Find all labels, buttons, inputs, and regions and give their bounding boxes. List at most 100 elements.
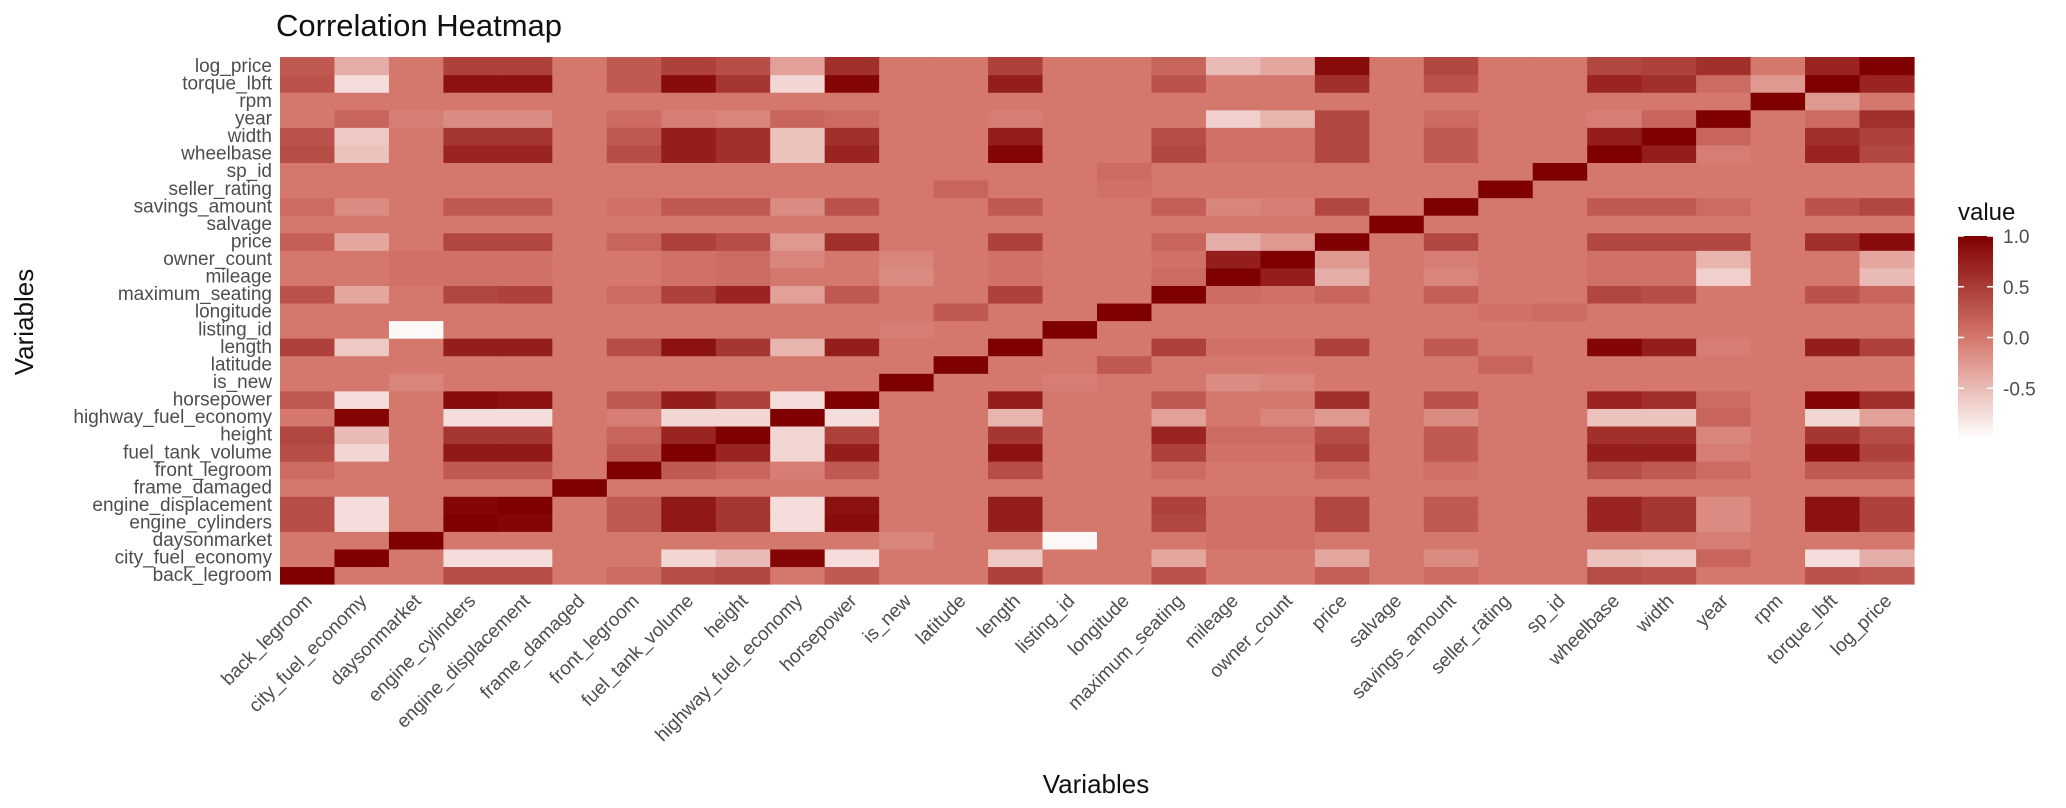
heatmap-cell-back_legroom-length xyxy=(988,566,1044,585)
heatmap-cell-savings_amount-daysonmarket xyxy=(388,197,444,216)
heatmap-cell-year-engine_cylinders xyxy=(443,109,499,128)
heatmap-cell-daysonmarket-torque_lbft xyxy=(1805,531,1861,550)
heatmap-cell-height-mileage xyxy=(1205,425,1261,445)
x-tick-label-height: height xyxy=(701,590,753,642)
heatmap-cell-log_price-fuel_tank_volume xyxy=(661,57,717,76)
heatmap-cell-city_fuel_economy-mileage xyxy=(1205,548,1261,568)
heatmap-cell-is_new-daysonmarket xyxy=(388,373,444,392)
heatmap-cell-engine_displacement-width xyxy=(1641,496,1697,515)
heatmap-cell-height-torque_lbft xyxy=(1805,425,1861,445)
heatmap-cell-horsepower-owner_count xyxy=(1260,390,1316,409)
heatmap-cell-engine_cylinders-log_price xyxy=(1859,513,1915,532)
heatmap-cell-wheelbase-longitude xyxy=(1097,144,1153,163)
heatmap-cell-is_new-rpm xyxy=(1750,373,1806,392)
heatmap-cell-sp_id-front_legroom xyxy=(606,162,662,181)
heatmap-cell-frame_damaged-back_legroom xyxy=(280,478,336,497)
heatmap-cell-torque_lbft-mileage xyxy=(1205,74,1261,93)
heatmap-cell-wheelbase-rpm xyxy=(1750,144,1806,163)
heatmap-cell-owner_count-highway_fuel_economy xyxy=(770,250,826,269)
heatmap-cell-frame_damaged-latitude xyxy=(933,478,989,497)
heatmap-cell-rpm-horsepower xyxy=(824,92,880,111)
heatmap-cell-year-is_new xyxy=(879,109,935,128)
heatmap-cell-price-width xyxy=(1641,232,1697,251)
heatmap-cell-longitude-year xyxy=(1696,302,1752,322)
heatmap-cell-seller_rating-salvage xyxy=(1369,179,1425,199)
heatmap-cell-log_price-daysonmarket xyxy=(388,57,444,76)
heatmap-cell-price-torque_lbft xyxy=(1805,232,1861,251)
heatmap-cell-daysonmarket-longitude xyxy=(1097,531,1153,550)
heatmap-cell-longitude-highway_fuel_economy xyxy=(770,302,826,322)
heatmap-cell-highway_fuel_economy-horsepower xyxy=(824,408,880,427)
heatmap-cell-sp_id-year xyxy=(1696,162,1752,181)
heatmap-cell-engine_displacement-sp_id xyxy=(1532,496,1588,515)
heatmap-cell-back_legroom-longitude xyxy=(1097,566,1153,585)
heatmap-cell-latitude-daysonmarket xyxy=(388,355,444,374)
heatmap-cell-price-latitude xyxy=(933,232,989,251)
heatmap-cell-front_legroom-height xyxy=(715,461,771,480)
heatmap-cell-seller_rating-sp_id xyxy=(1532,179,1588,199)
heatmap-cell-is_new-engine_cylinders xyxy=(443,373,499,392)
heatmap-cell-rpm-back_legroom xyxy=(280,92,336,111)
x-axis-ticks: back_legroomcity_fuel_economydaysonmarke… xyxy=(218,590,1897,746)
heatmap-cell-length-highway_fuel_economy xyxy=(770,338,826,357)
heatmap-cell-engine_cylinders-year xyxy=(1696,513,1752,532)
heatmap-cell-mileage-latitude xyxy=(933,267,989,286)
heatmap-cell-latitude-is_new xyxy=(879,355,935,374)
heatmap-cell-owner_count-engine_cylinders xyxy=(443,250,499,269)
heatmap-cell-fuel_tank_volume-year xyxy=(1696,443,1752,462)
heatmap-cell-height-fuel_tank_volume xyxy=(661,425,717,445)
heatmap-cell-sp_id-fuel_tank_volume xyxy=(661,162,717,181)
heatmap-cell-price-seller_rating xyxy=(1478,232,1534,251)
heatmap-cell-highway_fuel_economy-width xyxy=(1641,408,1697,427)
heatmap-cell-width-longitude xyxy=(1097,127,1153,146)
heatmap-cell-engine_cylinders-front_legroom xyxy=(606,513,662,532)
heatmap-cell-front_legroom-back_legroom xyxy=(280,461,336,480)
heatmap-cell-year-frame_damaged xyxy=(552,109,608,128)
heatmap-cell-log_price-savings_amount xyxy=(1423,57,1479,76)
heatmap-cell-highway_fuel_economy-owner_count xyxy=(1260,408,1316,427)
heatmap-cell-maximum_seating-salvage xyxy=(1369,285,1425,304)
heatmap-cell-listing_id-owner_count xyxy=(1260,320,1316,339)
heatmap-cell-longitude-torque_lbft xyxy=(1805,302,1861,322)
heatmap-cell-maximum_seating-fuel_tank_volume xyxy=(661,285,717,304)
heatmap-cell-price-maximum_seating xyxy=(1151,232,1207,251)
heatmap-cell-rpm-sp_id xyxy=(1532,92,1588,111)
heatmap-cell-front_legroom-daysonmarket xyxy=(388,461,444,480)
heatmap-cell-front_legroom-price xyxy=(1314,461,1370,480)
heatmap-cell-mileage-mileage xyxy=(1205,267,1261,286)
heatmap-cell-frame_damaged-frame_damaged xyxy=(552,478,608,497)
heatmap-cell-listing_id-highway_fuel_economy xyxy=(770,320,826,339)
heatmap-cell-is_new-year xyxy=(1696,373,1752,392)
heatmap-cell-mileage-daysonmarket xyxy=(388,267,444,286)
heatmap-cell-mileage-log_price xyxy=(1859,267,1915,286)
heatmap-cell-wheelbase-daysonmarket xyxy=(388,144,444,163)
heatmap-cell-year-maximum_seating xyxy=(1151,109,1207,128)
heatmap-cell-engine_cylinders-is_new xyxy=(879,513,935,532)
heatmap-cell-savings_amount-horsepower xyxy=(824,197,880,216)
heatmap-cell-sp_id-longitude xyxy=(1097,162,1153,181)
heatmap-cell-front_legroom-width xyxy=(1641,461,1697,480)
heatmap-cell-front_legroom-fuel_tank_volume xyxy=(661,461,717,480)
heatmap-cell-highway_fuel_economy-frame_damaged xyxy=(552,408,608,427)
heatmap-cell-year-front_legroom xyxy=(606,109,662,128)
heatmap-cell-owner_count-sp_id xyxy=(1532,250,1588,269)
heatmap-cell-maximum_seating-log_price xyxy=(1859,285,1915,304)
heatmap-cell-front_legroom-longitude xyxy=(1097,461,1153,480)
heatmap-cell-mileage-height xyxy=(715,267,771,286)
heatmap-cell-is_new-latitude xyxy=(933,373,989,392)
heatmap-cell-front_legroom-latitude xyxy=(933,461,989,480)
heatmap-cell-highway_fuel_economy-savings_amount xyxy=(1423,408,1479,427)
heatmap-cell-back_legroom-sp_id xyxy=(1532,566,1588,585)
heatmap-cell-latitude-frame_damaged xyxy=(552,355,608,374)
heatmap-cell-back_legroom-city_fuel_economy xyxy=(334,566,390,585)
heatmap-cell-fuel_tank_volume-mileage xyxy=(1205,443,1261,462)
heatmap-cell-latitude-width xyxy=(1641,355,1697,374)
heatmap-cell-height-length xyxy=(988,425,1044,445)
heatmap-cell-engine_cylinders-price xyxy=(1314,513,1370,532)
heatmap-cell-wheelbase-listing_id xyxy=(1042,144,1098,163)
heatmap-cell-horsepower-latitude xyxy=(933,390,989,409)
heatmap-cell-seller_rating-frame_damaged xyxy=(552,179,608,199)
heatmap-cell-listing_id-is_new xyxy=(879,320,935,339)
heatmap-cell-year-mileage xyxy=(1205,109,1261,128)
heatmap-cell-city_fuel_economy-horsepower xyxy=(824,548,880,568)
